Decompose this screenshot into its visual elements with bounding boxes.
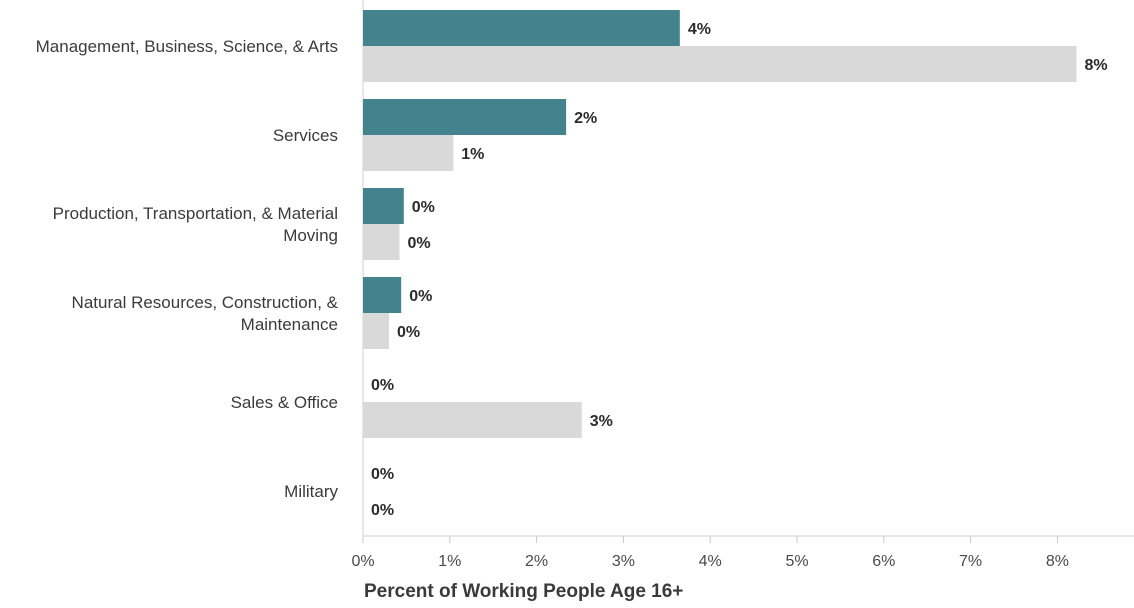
category-label: Maintenance — [241, 315, 338, 334]
x-tick-label: 6% — [872, 553, 895, 570]
category-label: Services — [273, 126, 338, 145]
data-label: 0% — [371, 502, 394, 519]
bar-series-1 — [363, 277, 402, 313]
x-axis-title: Percent of Working People Age 16+ — [364, 581, 683, 602]
category-label: Sales & Office — [231, 393, 338, 412]
data-label: 0% — [412, 199, 435, 216]
category-label: Management, Business, Science, & Arts — [36, 37, 338, 56]
x-tick-label: 1% — [438, 553, 461, 570]
bar-series-1 — [363, 99, 567, 135]
bar-series-1 — [363, 188, 404, 224]
data-label: 0% — [371, 377, 394, 394]
bar-series-2 — [363, 313, 390, 349]
category-label: Natural Resources, Construction, & — [72, 293, 339, 312]
data-label: 2% — [574, 110, 597, 127]
data-label: 4% — [688, 21, 711, 38]
bar-series-2 — [363, 402, 582, 438]
data-label: 1% — [461, 146, 484, 163]
data-label: 0% — [407, 235, 430, 252]
x-tick-label: 3% — [612, 553, 635, 570]
bar-series-2 — [363, 224, 400, 260]
bar-series-2 — [363, 135, 454, 171]
x-tick-label: 0% — [351, 553, 374, 570]
category-label: Moving — [283, 226, 338, 245]
data-label: 0% — [409, 288, 432, 305]
x-tick-label: 4% — [699, 553, 722, 570]
x-tick-label: 8% — [1046, 553, 1069, 570]
data-label: 8% — [1084, 57, 1107, 74]
data-label: 3% — [590, 413, 613, 430]
x-tick-label: 5% — [785, 553, 808, 570]
category-label: Production, Transportation, & Material — [53, 204, 338, 223]
data-label: 0% — [371, 466, 394, 483]
category-label: Military — [284, 482, 338, 501]
bar-series-1 — [363, 10, 680, 46]
bar-series-2 — [363, 46, 1077, 82]
x-tick-label: 7% — [959, 553, 982, 570]
data-label: 0% — [397, 324, 420, 341]
x-tick-label: 2% — [525, 553, 548, 570]
